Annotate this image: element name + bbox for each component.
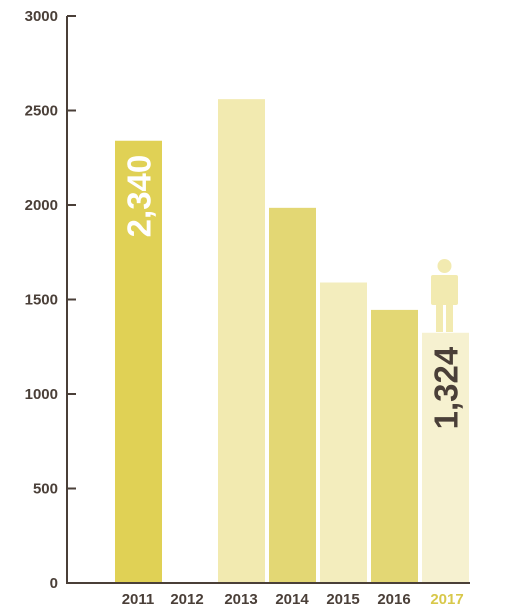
x-tick-label-2013: 2013: [224, 591, 257, 608]
x-axis: 2011 2012 2013 2014 2015 2016 2017: [67, 582, 470, 608]
y-tick-label: 2500: [25, 103, 58, 120]
y-axis: 0 500 1000 1500 2000 2500 3000: [25, 8, 76, 592]
bars: [115, 99, 469, 584]
y-tick-label: 500: [33, 481, 58, 498]
bar-2016: [371, 309, 418, 583]
y-tick-label: 1500: [25, 292, 58, 309]
bar-2011: [115, 140, 162, 584]
y-tick-label: 2000: [25, 197, 58, 214]
person-icon: [431, 259, 458, 332]
x-tick-label-2011: 2011: [122, 591, 155, 608]
bar-2017: [422, 332, 469, 583]
x-tick-label-2015: 2015: [326, 591, 359, 608]
bar-2015: [320, 282, 367, 583]
y-tick-label: 0: [50, 575, 58, 592]
x-tick-label-2012: 2012: [170, 591, 203, 608]
x-tick-label-2014: 2014: [275, 591, 309, 608]
y-tick-label: 3000: [25, 8, 58, 25]
bar-2014: [269, 207, 316, 583]
x-tick-label-2016: 2016: [377, 591, 410, 608]
x-tick-label-2017: 2017: [430, 591, 463, 608]
data-label-2011: 2,340: [121, 155, 158, 238]
y-tick-label: 1000: [25, 386, 58, 403]
data-label-2017: 1,324: [428, 346, 465, 429]
bar-data-labels: 2,340 1,324: [121, 155, 465, 430]
bar-2013: [218, 99, 265, 583]
